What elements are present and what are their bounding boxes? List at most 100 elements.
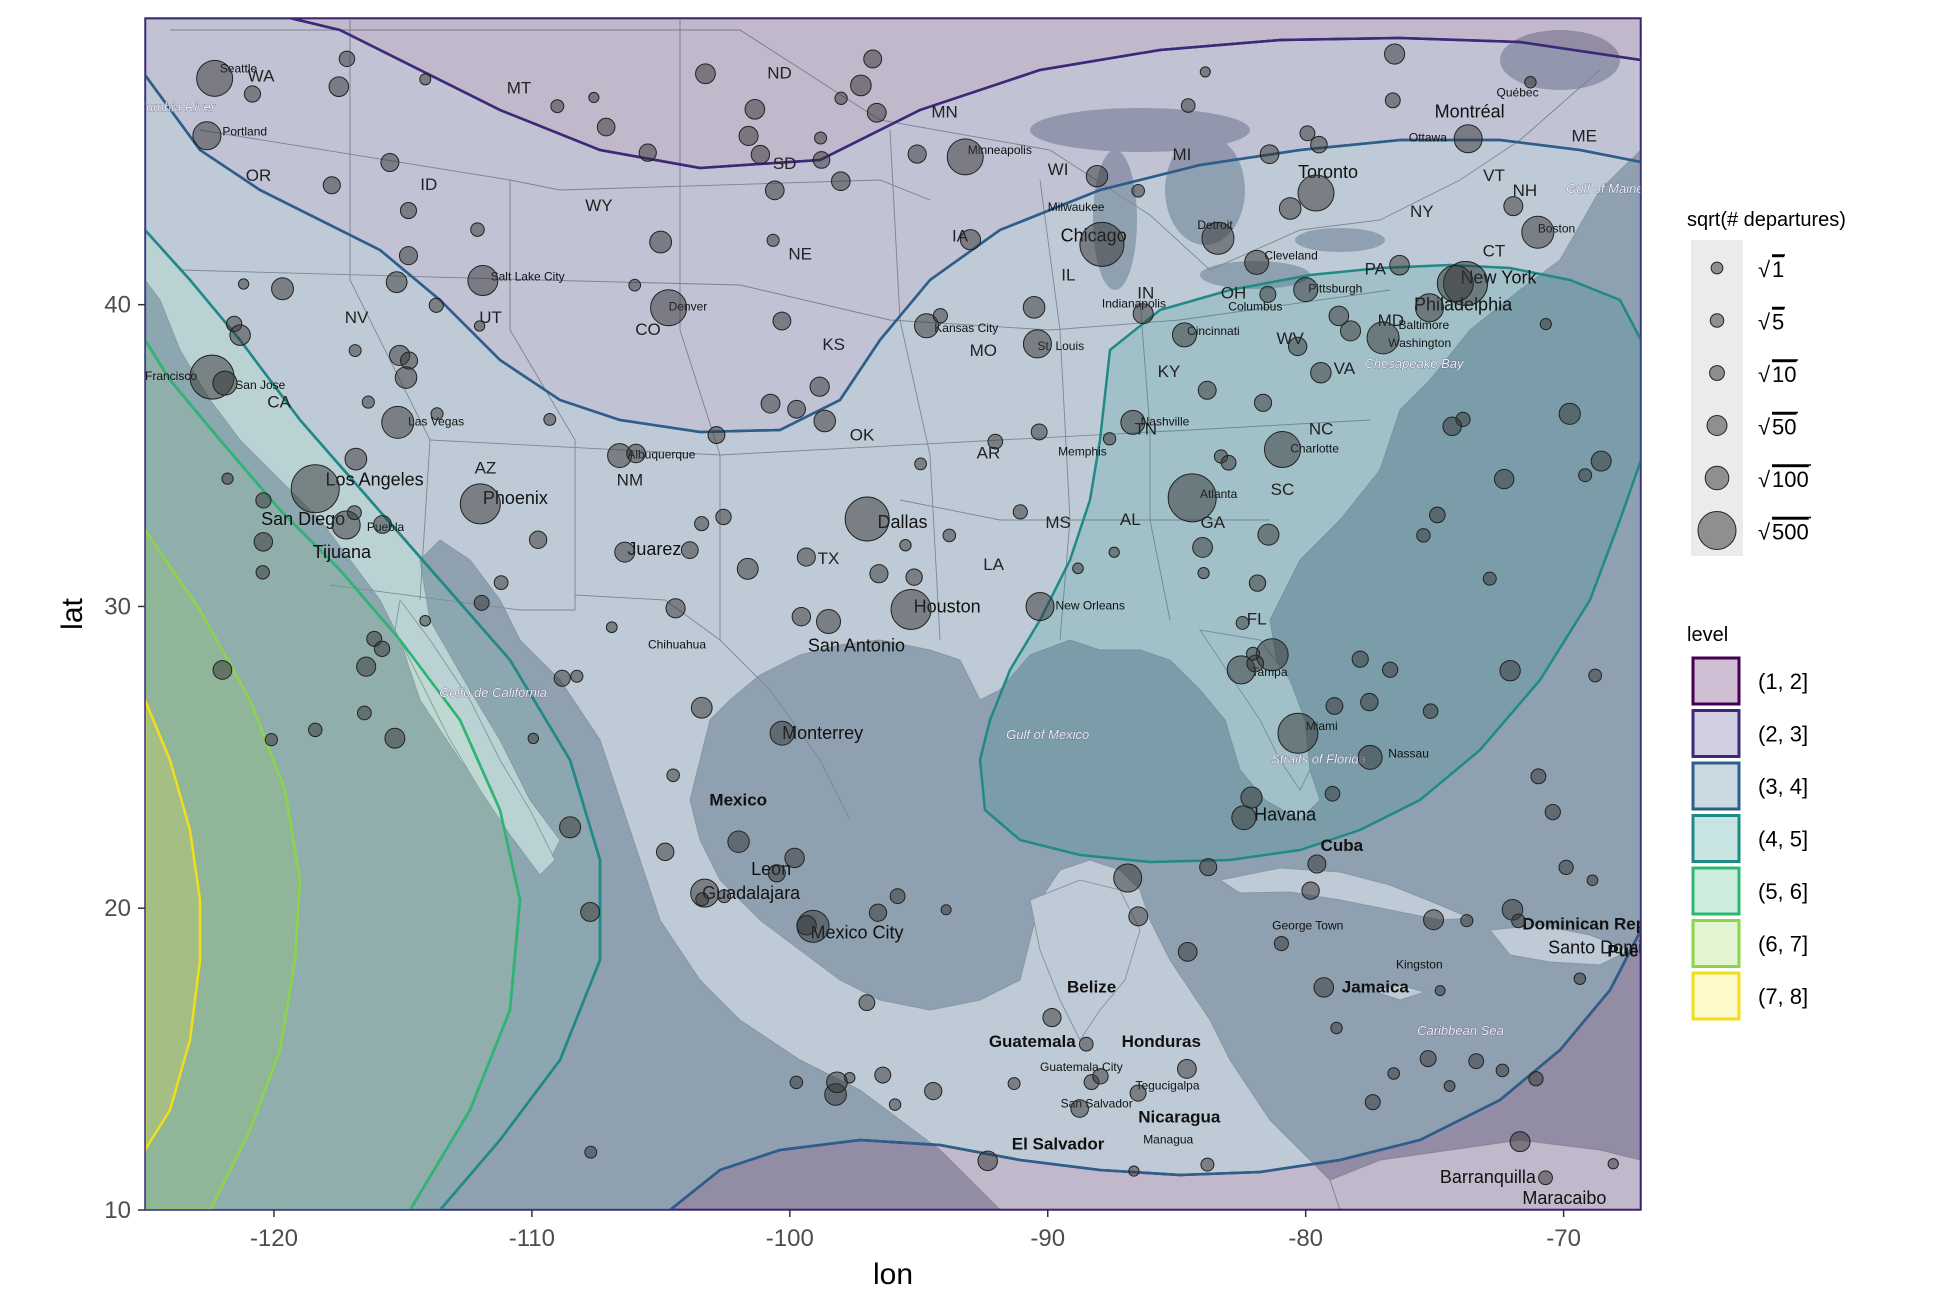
airport-point <box>695 892 710 907</box>
airport-point <box>1324 785 1341 802</box>
airport-point <box>707 426 726 444</box>
city-label-large: Tijuana <box>313 542 372 562</box>
water-label: Golfo de California <box>439 685 547 700</box>
airport-point <box>1245 646 1261 661</box>
airport-point <box>1460 914 1474 928</box>
x-tick-label: -100 <box>766 1225 814 1252</box>
legend-level-key <box>1691 656 1741 706</box>
airport-point <box>605 621 618 634</box>
airport-point <box>361 395 375 409</box>
airport-point <box>1200 1157 1215 1172</box>
airport-point <box>942 528 957 543</box>
city-label-large: Havana <box>1254 805 1317 825</box>
airport-point <box>1364 1094 1381 1111</box>
country-label: Mexico <box>709 791 767 810</box>
airport-point <box>1468 1053 1485 1070</box>
x-tick-label: -90 <box>1030 1225 1065 1252</box>
country-label: Cuba <box>1321 836 1364 855</box>
city-label: Washington <box>1388 336 1451 350</box>
airport-point <box>1297 174 1335 212</box>
airport-point <box>650 289 688 327</box>
airport-point <box>348 344 362 357</box>
airport-point <box>1382 661 1399 678</box>
airport-point <box>584 1145 598 1159</box>
legend-size-key <box>1709 365 1725 381</box>
airport-point <box>344 447 368 471</box>
airport-point <box>1085 165 1109 188</box>
airport-point <box>394 366 418 389</box>
airport-point <box>385 271 408 294</box>
legend-level-key <box>1691 709 1741 758</box>
x-tick-label: -70 <box>1546 1225 1581 1252</box>
airport-point <box>1521 215 1555 249</box>
airport-point <box>1586 874 1599 887</box>
state-label: MT <box>507 78 532 97</box>
airport-point <box>1177 1059 1197 1079</box>
state-label: ID <box>420 175 437 194</box>
legend-size-label: √ 50 <box>1758 411 1798 440</box>
x-axis: -120 -110 -100 -90 -80 -70 <box>250 1210 1581 1252</box>
airport-point <box>638 143 657 162</box>
airport-point <box>550 99 565 114</box>
airport-point <box>666 768 680 783</box>
airport-point <box>264 733 278 747</box>
airport-point <box>1128 1165 1140 1177</box>
airport-point <box>527 732 539 745</box>
airport-point <box>221 472 234 485</box>
airport-point <box>1288 336 1308 357</box>
state-label: ND <box>767 63 792 82</box>
airport-point <box>253 532 274 552</box>
airport-point <box>680 541 699 560</box>
country-label: Jamaica <box>1342 978 1410 997</box>
airport-point <box>308 722 323 738</box>
city-label: Kansas City <box>934 321 998 335</box>
water-label: Chesapeake Bay <box>1365 356 1466 371</box>
airport-point <box>1092 1068 1109 1085</box>
city-label: Cleveland <box>1264 248 1317 262</box>
airport-point <box>655 842 675 862</box>
airport-point <box>1328 305 1350 327</box>
airport-point <box>1278 197 1302 220</box>
city-label: Milwaukee <box>1048 200 1105 214</box>
airport-point <box>899 539 912 552</box>
airport-point <box>1442 416 1462 437</box>
airport-point <box>356 656 377 677</box>
airport-point <box>1079 221 1125 267</box>
legend-size-key <box>1709 313 1725 328</box>
airport-point <box>322 176 341 195</box>
city-label: Minneapolis <box>968 143 1032 157</box>
airport-point <box>1503 196 1524 217</box>
airport-point <box>813 409 837 433</box>
airport-point <box>1511 913 1526 929</box>
airport-point <box>796 915 817 936</box>
airport-point <box>1293 277 1319 303</box>
airport-point <box>888 1098 902 1111</box>
airport-point <box>356 705 372 721</box>
contour-band-6 <box>145 527 302 1210</box>
airport-point <box>694 516 710 532</box>
airport-point <box>1416 528 1431 543</box>
airport-point <box>467 265 499 297</box>
airport-point <box>1199 858 1218 877</box>
airport-point <box>1578 468 1593 483</box>
water-label: Caribbean Sea <box>1417 1023 1504 1038</box>
state-label: MI <box>1172 145 1191 164</box>
water-label: Straits of Florida <box>1271 751 1366 766</box>
airport-point <box>914 457 927 471</box>
airport-point <box>760 393 781 414</box>
state-label: NM <box>617 471 643 490</box>
airport-point <box>1414 293 1444 323</box>
state-label: VT <box>1483 166 1505 185</box>
airport-point <box>473 594 490 611</box>
airport-point <box>473 320 486 332</box>
map-labels: Columbia River Gulf of Maine Chesapeake Ba… <box>145 61 1641 1208</box>
legend-size-value: 500 <box>1772 520 1809 545</box>
country-label: El Salvador <box>1012 1135 1105 1154</box>
airport-point <box>1544 803 1561 821</box>
border-col-1 <box>349 20 431 601</box>
legend-size-label: √ 500 <box>1758 516 1811 545</box>
airport-point <box>1539 318 1552 331</box>
legend-level: level (1, 2] (2, 3] (3, 4] (4, 5] (5, 6] (6, … <box>1687 624 1808 1021</box>
border-col-5 <box>1039 179 1071 641</box>
airport-point <box>373 515 392 534</box>
